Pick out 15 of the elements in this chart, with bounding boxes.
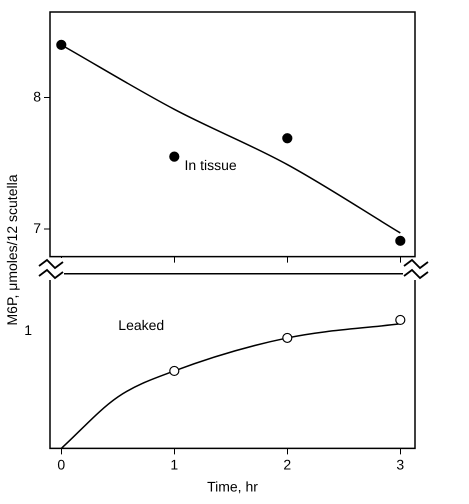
x-tick-label: 1	[170, 456, 178, 473]
text: 1	[24, 322, 32, 338]
y-tick-label: 8	[33, 88, 42, 104]
annotation: Leaked	[118, 316, 164, 333]
y-axis-title: M6P, μmoles/12 scutella	[4, 174, 20, 326]
y-tick-label: 7	[33, 220, 42, 236]
point	[56, 40, 66, 50]
x-tick-label: 3	[396, 456, 404, 473]
point	[169, 152, 180, 162]
x-axis-title: Time, hr	[207, 478, 258, 494]
annotation: In tissue	[184, 156, 237, 173]
x-tick-label: 0	[57, 456, 66, 473]
x-tick-label: 2	[283, 456, 292, 473]
point	[282, 133, 292, 144]
point	[395, 236, 406, 246]
